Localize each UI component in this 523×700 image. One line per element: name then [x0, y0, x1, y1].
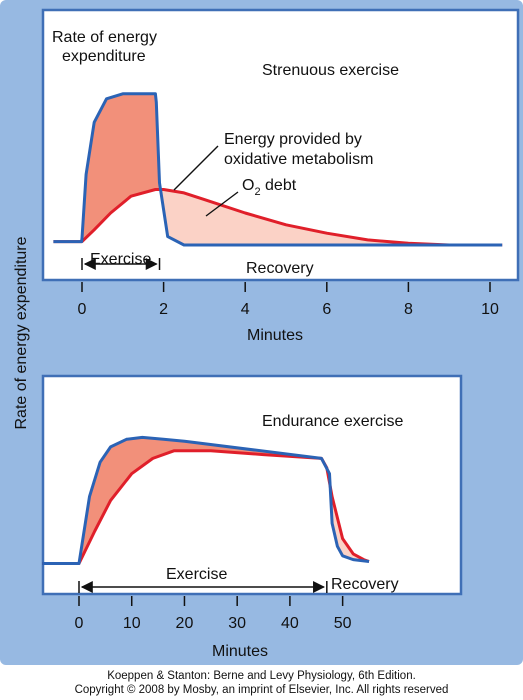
- oxygen-debt-label-prefix: O: [242, 177, 254, 194]
- x-tick-label-30: 30: [228, 615, 246, 632]
- endurance-x-axis-label: Minutes: [212, 643, 268, 660]
- oxygen-debt-area: [159, 182, 503, 245]
- energy-expenditure-line: [53, 92, 503, 247]
- footer-copyright: Copyright © 2008 by Mosby, an imprint of…: [74, 684, 449, 696]
- figure-canvas: Strenuous exercise Rate of energy expend…: [0, 0, 523, 665]
- x-tick-label-0: 0: [78, 301, 87, 318]
- recovery-label: Recovery: [246, 260, 314, 277]
- x-tick-label-8: 8: [404, 301, 413, 318]
- x-tick-label-10: 10: [123, 615, 141, 632]
- endurance-plot-area: [41, 374, 463, 596]
- endurance-oxidative-line: [42, 449, 370, 565]
- x-tick-label-40: 40: [281, 615, 299, 632]
- oxidative-pointer-line: [173, 145, 219, 191]
- endurance-exercise-span-label: Exercise: [166, 566, 227, 583]
- strenuous-title: Strenuous exercise: [262, 62, 399, 79]
- strenuous-x-axis: 0 2 4 6 8 10: [78, 282, 499, 318]
- oxygen-debt-pointer-line: [205, 191, 239, 217]
- x-tick-label-4: 4: [241, 301, 250, 318]
- x-tick-label-10: 10: [481, 301, 499, 318]
- y-axis-label: Rate of energy expenditure: [13, 236, 30, 429]
- oxygen-debt-label-suffix: debt: [261, 177, 297, 194]
- endurance-expenditure-line: [42, 435, 370, 565]
- endurance-x-axis: 0 10 20 30 40 50: [75, 596, 352, 632]
- x-tick-label-0: 0: [75, 615, 84, 632]
- x-tick-label-2: 2: [159, 301, 168, 318]
- oxidative-label-line-2: oxidative metabolism: [224, 151, 373, 168]
- oxygen-debt-label-sub: 2: [254, 186, 260, 198]
- endurance-title: Endurance exercise: [262, 413, 404, 430]
- oxygen-debt-label: O2 debt: [242, 177, 297, 198]
- strenuous-x-axis-label: Minutes: [247, 327, 303, 344]
- endurance-panel: Endurance exercise Exercise Recovery 0 10…: [41, 374, 463, 660]
- oxidative-label-line-1: Energy provided by: [224, 131, 362, 148]
- footer: Koeppen & Stanton: Berne and Levy Physio…: [0, 669, 523, 697]
- x-tick-label-50: 50: [334, 615, 352, 632]
- oxidative-metabolism-line: [53, 188, 503, 247]
- rate-label-line-1: Rate of energy: [52, 29, 157, 46]
- exercise-deficit-area: [82, 93, 160, 242]
- exercise-span-label: Exercise: [90, 251, 151, 268]
- endurance-recovery-label: Recovery: [331, 576, 399, 593]
- footer-citation: Koeppen & Stanton: Berne and Levy Physio…: [107, 670, 416, 682]
- x-tick-label-20: 20: [176, 615, 194, 632]
- x-tick-label-6: 6: [322, 301, 331, 318]
- rate-label-line-2: expenditure: [62, 48, 146, 65]
- strenuous-panel: Strenuous exercise Rate of energy expend…: [41, 8, 520, 344]
- endurance-oxygen-debt-area: [326, 467, 369, 562]
